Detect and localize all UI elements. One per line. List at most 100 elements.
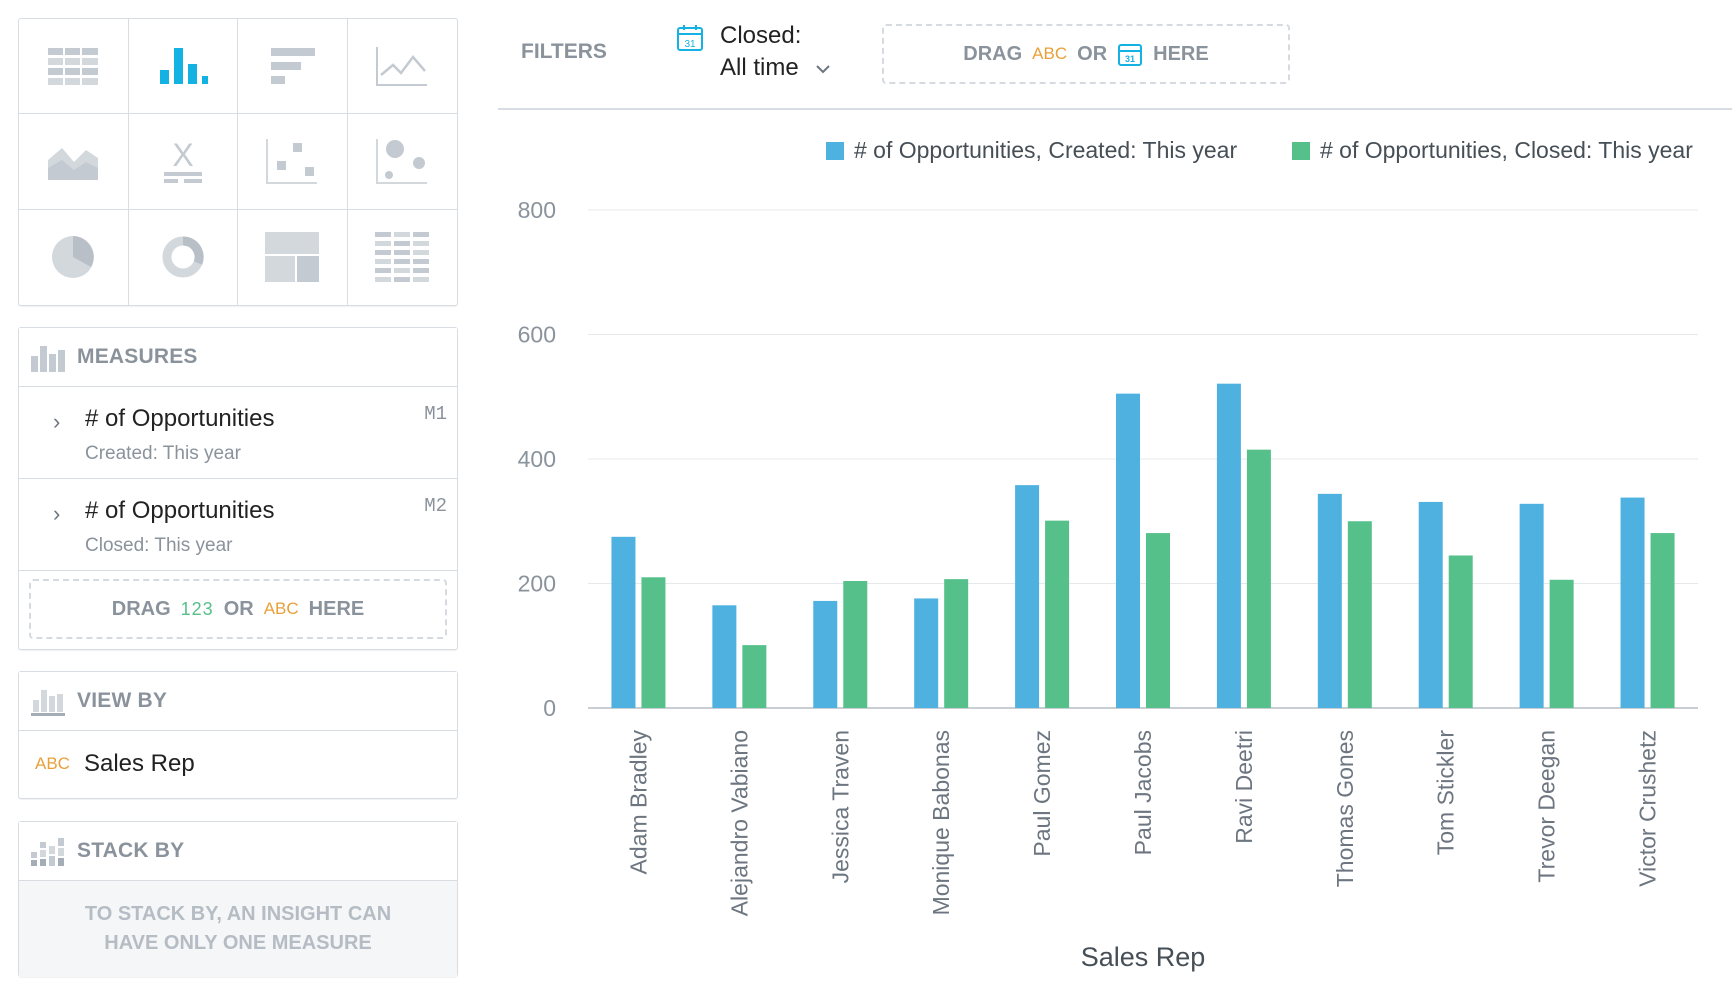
viz-scatter-plot[interactable] [238,114,348,210]
visualization-type-picker: X [18,18,458,306]
filters-label: FILTERS [521,40,607,63]
bar [641,577,666,708]
viz-donut-chart[interactable] [129,209,238,305]
stack-by-title: STACK BY [77,839,185,862]
viz-table[interactable] [19,19,129,115]
bar [611,536,636,708]
x-category-label: Paul Jacobs [1130,730,1156,855]
viz-bubble-chart[interactable] [347,114,457,210]
bar [1519,503,1544,708]
bar [1650,533,1675,708]
viz-pie-chart[interactable] [19,209,129,305]
number-type-badge: 123 [180,598,214,619]
bar [1620,497,1645,708]
bubble-chart-icon [376,139,428,185]
measures-dropzone[interactable]: DRAG 123 OR ABC HERE [29,579,447,639]
measures-section: MEASURES › # of Opportunities Created: T… [18,327,458,650]
x-category-label: Monique Babonas [928,730,954,915]
x-category-label: Tom Stickler [1433,730,1459,856]
pie-chart-icon [52,236,95,279]
bar [1448,555,1473,708]
calendar-icon: 31 [677,25,703,51]
measure-subtitle: Closed: This year [85,535,233,556]
viz-treemap[interactable] [238,209,348,305]
bar [1015,485,1040,708]
y-tick-label: 0 [543,695,556,721]
svg-text:31: 31 [684,39,696,50]
viz-heatmap[interactable] [348,210,458,305]
y-tick-label: 400 [518,446,556,472]
dropzone-or-text: OR [1077,42,1108,65]
bar [1418,501,1443,708]
stack-by-message-line2: HAVE ONLY ONE MEASURE [104,932,372,954]
filter-label: Closed: [720,22,802,49]
viz-line-chart[interactable] [347,19,457,115]
column-chart: 0 200 400 600 800 Adam Bradley Alejandro Vabia… [518,137,1698,972]
x-category-label: Victor Crushetz [1635,730,1661,887]
view-by-icon [31,686,67,716]
area-chart-icon [48,148,99,181]
attribute-name: Sales Rep [83,750,195,777]
svg-text:X: X [172,138,193,173]
y-tick-label: 200 [518,571,556,597]
treemap-icon [265,232,320,283]
filters-dropzone[interactable]: DRAG ABC OR 31 HERE [882,24,1290,84]
bar [1246,449,1271,708]
bar [1116,393,1140,708]
bar [1347,521,1372,708]
view-by-section: VIEW BY ABC Sales Rep [18,671,458,799]
view-by-attribute[interactable]: ABC Sales Rep [19,731,457,797]
view-by-header: VIEW BY [19,672,457,731]
filters-divider [498,108,1732,110]
table-icon [48,46,99,87]
dropzone-here-text: HERE [1153,42,1209,65]
svg-text:31: 31 [1125,54,1135,64]
chevron-right-icon[interactable]: › [53,409,61,434]
headline-icon: X [163,138,202,184]
calendar-icon: 31 [1118,44,1143,66]
column-chart-icon [159,48,208,85]
measure-item-m2[interactable]: › # of Opportunities Closed: This year M… [19,479,457,571]
dropzone-drag-text: DRAG [963,42,1023,65]
legend-label: # of Opportunities, Created: This year [854,137,1237,163]
measure-title: # of Opportunities [85,405,275,432]
bar [1549,579,1574,708]
viz-column-chart[interactable] [128,19,238,115]
stack-by-message-line1: TO STACK BY, AN INSIGHT CAN [84,903,392,925]
dropzone-or-text: OR [223,597,254,620]
measure-id: M1 [424,403,447,425]
measures-title: MEASURES [77,345,198,368]
bar [843,581,868,708]
view-by-title: VIEW BY [77,689,168,712]
stack-by-disabled-message: TO STACK BY, AN INSIGHT CAN HAVE ONLY ON… [19,881,457,977]
bar [712,605,737,708]
x-category-label: Paul Gomez [1029,730,1055,857]
x-category-label: Jessica Traven [827,730,853,883]
legend-swatch [826,142,844,160]
stack-by-section: STACK BY TO STACK BY, AN INSIGHT CAN HAV… [18,821,458,977]
attribute-type-badge: ABC [1032,44,1068,63]
line-chart-icon [376,47,428,87]
stack-by-icon [31,836,67,866]
bar [1045,520,1070,708]
bar [1216,383,1241,708]
x-category-label: Adam Bradley [625,730,651,875]
x-category-label: Thomas Gones [1332,730,1358,887]
chevron-right-icon[interactable]: › [53,501,61,526]
viz-headline[interactable]: X [128,114,238,210]
donut-chart-icon [162,236,204,278]
x-category-label: Alejandro Vabiano [726,730,752,916]
attribute-type-badge: ABC [263,599,299,618]
measure-item-m1[interactable]: › # of Opportunities Created: This year … [19,387,457,479]
attribute-type-badge: ABC [35,754,70,773]
bar [914,598,939,708]
bar [1146,533,1170,708]
viz-area-chart[interactable] [19,114,129,210]
heatmap-icon [375,232,430,283]
bar [813,600,838,708]
filter-value: All time [720,54,831,82]
bar [944,579,969,708]
filter-value-text: All time [720,54,799,81]
legend-swatch [1292,142,1310,160]
viz-bar-chart[interactable] [238,19,348,115]
